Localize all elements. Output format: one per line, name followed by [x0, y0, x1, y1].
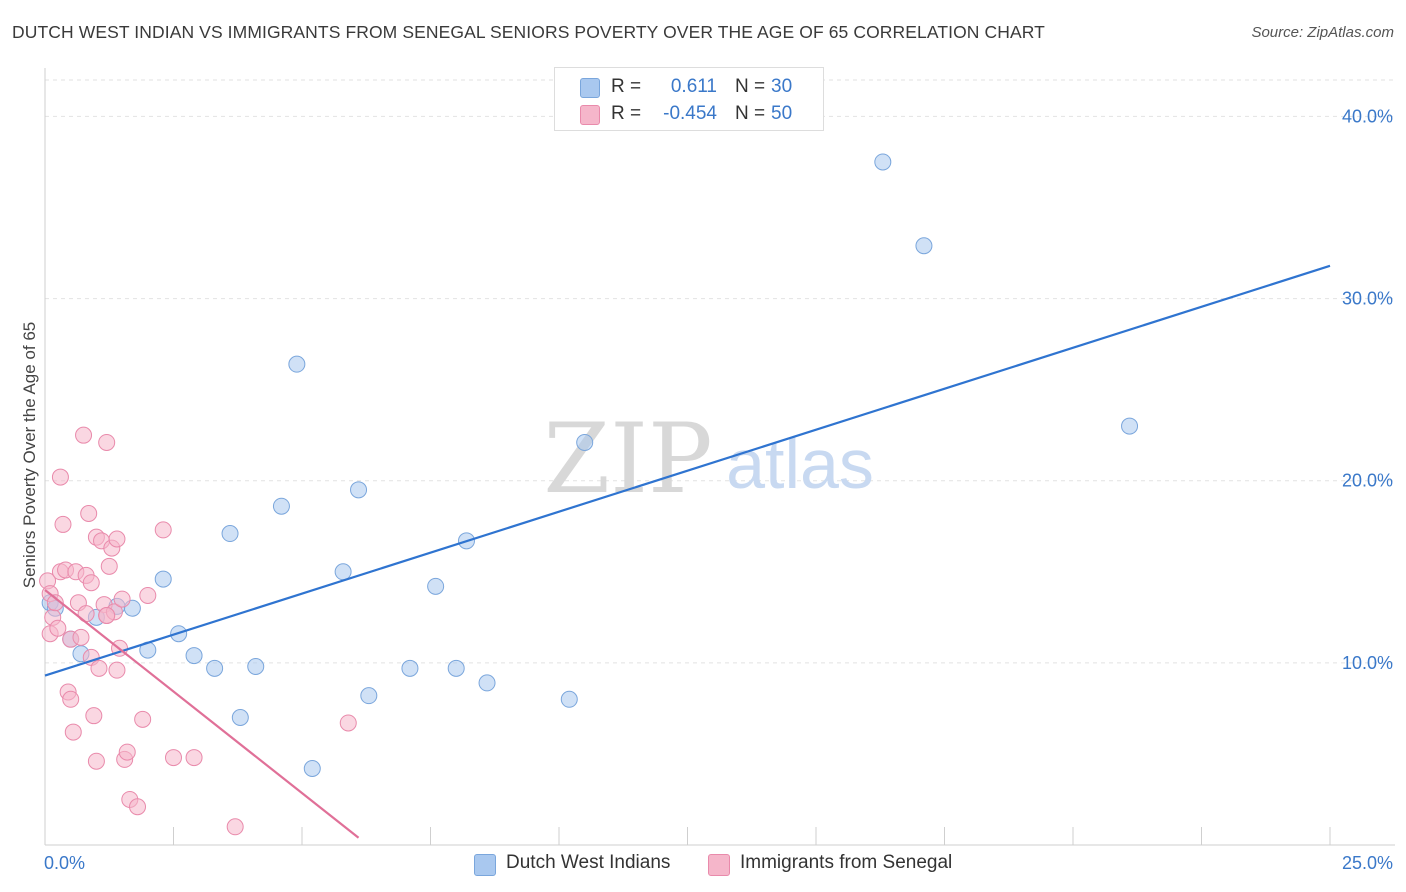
legend-r-label: R = [611, 76, 642, 97]
legend-n-label: N = [735, 76, 766, 97]
data-point [154, 521, 172, 539]
data-point [185, 749, 203, 767]
grid-lines [45, 79, 1395, 664]
series-legend: Dutch West Indians Immigrants from Seneg… [0, 852, 1406, 878]
data-point [49, 619, 67, 637]
data-point [226, 818, 244, 836]
data-point [874, 153, 892, 171]
data-point [1121, 417, 1139, 435]
data-point [87, 752, 105, 770]
data-point [447, 659, 465, 677]
legend-n-label: N = [735, 103, 766, 124]
data-point [401, 659, 419, 677]
y-tick-label: 10.0% [1342, 653, 1393, 673]
data-point [113, 590, 131, 608]
data-point [98, 433, 116, 451]
data-point [51, 468, 69, 486]
legend-row-senegal: R = -0.454 N = 50 [555, 101, 823, 127]
data-point [360, 687, 378, 705]
data-point [560, 690, 578, 708]
data-point [165, 749, 182, 767]
data-point [915, 237, 933, 255]
data-point [118, 743, 136, 761]
legend-swatch-dutch [474, 854, 496, 876]
legend-n-value: 50 [771, 103, 793, 124]
data-point [231, 709, 249, 726]
data-point [90, 659, 108, 677]
legend-r-label: R = [611, 103, 642, 124]
series-1-points [39, 426, 357, 836]
axes [44, 68, 1395, 846]
data-point [129, 798, 147, 816]
legend-swatch-dutch [580, 78, 600, 98]
data-point [139, 586, 157, 604]
chart-title: DUTCH WEST INDIAN VS IMMIGRANTS FROM SEN… [12, 22, 1045, 42]
data-point [288, 355, 306, 373]
data-point [303, 760, 321, 777]
data-point [82, 574, 100, 592]
data-point [108, 530, 126, 548]
x-tick-label-min: 0.0% [44, 853, 85, 873]
watermark-atlas: atlas [726, 425, 874, 503]
trend-line-1 [44, 589, 360, 839]
y-axis-label: Seniors Poverty Over the Age of 65 [20, 321, 39, 589]
data-point [62, 690, 80, 708]
y-tick-label: 20.0% [1342, 471, 1393, 491]
data-point [80, 505, 98, 522]
data-point [206, 659, 224, 677]
data-point [185, 647, 203, 665]
data-point [100, 557, 118, 575]
data-point [334, 563, 352, 581]
data-point [339, 714, 357, 732]
tick-labels: 10.0% 20.0% 30.0% 40.0% 0.0% 25.0% [44, 106, 1393, 873]
data-point [64, 723, 82, 741]
data-point [576, 433, 594, 451]
correlation-legend: R = 0.611 N = 30 R = -0.454 N = 50 [554, 67, 824, 131]
data-point [350, 481, 368, 499]
data-point [108, 661, 126, 679]
legend-row-dutch: R = 0.611 N = 30 [555, 74, 823, 100]
data-point [98, 607, 116, 624]
data-point [54, 515, 72, 533]
legend-label-dutch: Dutch West Indians [506, 852, 671, 873]
legend-swatch-senegal [708, 854, 730, 876]
data-point [272, 497, 290, 515]
legend-r-value: 0.611 [670, 76, 717, 97]
legend-n-value: 30 [771, 76, 793, 97]
y-tick-label: 40.0% [1342, 106, 1393, 126]
data-point [134, 710, 152, 728]
legend-label-senegal: Immigrants from Senegal [740, 852, 953, 873]
legend-r-value: -0.454 [663, 103, 717, 124]
source-label: Source: ZipAtlas.com [1251, 24, 1394, 41]
x-tick-label-max: 25.0% [1342, 853, 1393, 873]
watermark: ZIP atlas [543, 403, 874, 515]
data-point [221, 525, 239, 543]
data-point [46, 594, 64, 612]
data-point [75, 426, 93, 444]
data-points [39, 153, 1139, 836]
data-point [85, 707, 103, 725]
data-point [154, 570, 172, 588]
trend-lines [44, 264, 1331, 839]
data-point [247, 658, 265, 675]
data-point [72, 628, 90, 646]
legend-swatch-senegal [580, 105, 600, 125]
y-tick-label: 30.0% [1342, 289, 1393, 309]
watermark-zip: ZIP [543, 403, 712, 515]
data-point [478, 674, 496, 692]
trend-line-0 [44, 264, 1331, 677]
data-point [427, 577, 445, 595]
